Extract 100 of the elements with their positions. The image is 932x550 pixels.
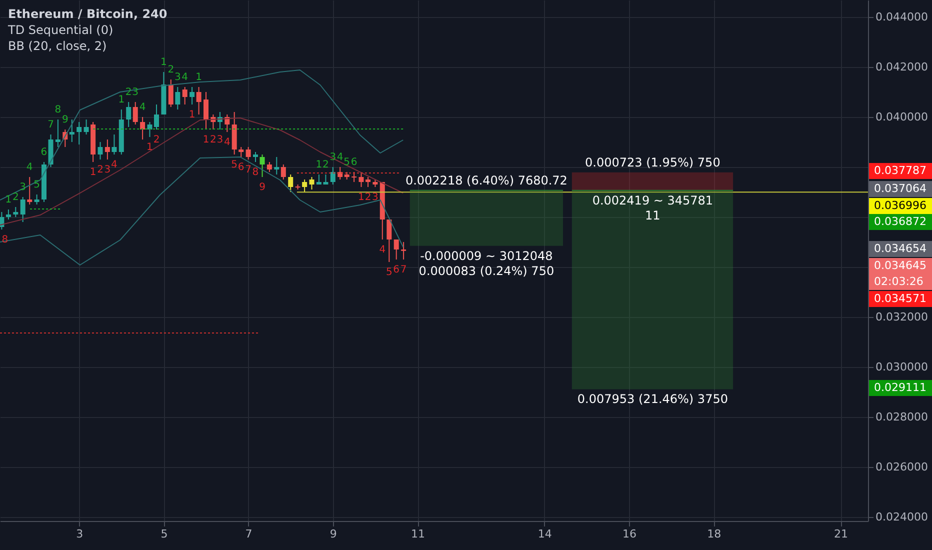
candlestick (168, 79, 174, 108)
x-tick-label: 5 (160, 528, 168, 540)
annotation: 2 (97, 164, 104, 176)
candlestick (252, 152, 258, 162)
annotation: 4 (139, 102, 146, 113)
annotation: 2 (364, 192, 372, 203)
candlestick (401, 242, 406, 260)
candlestick (274, 156, 280, 175)
annotation: 4 (336, 152, 344, 163)
annotation: 6 (393, 264, 400, 276)
candlestick (204, 92, 208, 130)
annotation: 1 (196, 72, 202, 83)
x-tick-label: 9 (330, 528, 337, 540)
y-tick-label: 0.032000 (876, 310, 928, 324)
candlestick (76, 122, 82, 145)
candlestick (55, 119, 60, 148)
candlestick (175, 86, 180, 110)
candlestick (104, 139, 110, 160)
annotation: 1 (146, 142, 153, 153)
annotation: 11 (645, 208, 660, 222)
text: 0.034571 (874, 292, 926, 305)
candlestick (280, 164, 286, 180)
annotation: 1 (316, 160, 322, 170)
x-tick-label: 7 (245, 528, 252, 540)
x-tick-label: 14 (538, 528, 552, 540)
annotation: 8 (54, 104, 62, 116)
text: Ethereum / Bitcoin, 240 (8, 7, 168, 21)
annotation: 8 (2, 234, 8, 246)
candlestick (154, 104, 160, 130)
annotation: 4 (379, 244, 386, 256)
candlestick (190, 86, 195, 105)
x-tick-label: 3 (76, 528, 84, 540)
annotation: 6 (238, 162, 244, 173)
x-tick-label: 16 (622, 528, 637, 540)
candlestick (238, 146, 244, 158)
candlestick (288, 174, 294, 192)
annotation: 1 (5, 194, 12, 206)
annotation: 2 (12, 192, 19, 203)
candlestick (260, 154, 265, 178)
candlestick (302, 179, 308, 192)
annotation: 0.000723 (1.95%) 750 (585, 155, 720, 170)
annotation: 1 (188, 110, 196, 120)
annotation: 2 (210, 134, 216, 146)
text: 0.036996 (874, 199, 926, 212)
annotation: 4 (26, 162, 33, 173)
candlestick (69, 119, 74, 142)
annotation: 7 (400, 264, 407, 276)
annotation: 1 (160, 57, 167, 68)
text: 0.036872 (874, 215, 926, 228)
candlestick (27, 176, 32, 205)
candlestick (366, 176, 371, 188)
annotation: 2 (322, 160, 329, 170)
candlestick (309, 176, 314, 190)
annotation: 7 (48, 120, 54, 130)
annotation: 4 (224, 137, 230, 148)
y-tick-label: 0.028000 (876, 410, 928, 424)
y-tick-label: 0.030000 (876, 360, 928, 374)
annotation: 4 (182, 72, 188, 83)
annotation: 1 (202, 134, 210, 146)
candlestick (147, 122, 152, 138)
x-tick-label: 11 (411, 528, 426, 540)
annotation: 1 (90, 167, 96, 178)
candlestick (196, 86, 202, 115)
text: 0.034645 (874, 259, 926, 272)
annotation: 4 (111, 160, 118, 170)
annotation: BB (20, close, 2) (8, 39, 107, 53)
y-tick-label: 0.042000 (876, 60, 928, 74)
annotation: 0.000083 (0.24%) 750 (418, 264, 554, 278)
y-tick-label: 0.024000 (876, 510, 928, 524)
annotation: 6 (40, 147, 48, 158)
candlestick (386, 219, 392, 262)
candlestick (84, 119, 89, 135)
annotation: 3 (372, 192, 378, 203)
candlestick (6, 209, 11, 220)
text: 0.037064 (874, 182, 926, 195)
candlestick (126, 102, 132, 128)
candlestick (352, 172, 357, 182)
candlestick (112, 134, 117, 155)
candlestick (394, 239, 399, 260)
candlestick (20, 196, 26, 222)
annotation: 3 (132, 87, 139, 98)
text: 0.034654 (874, 242, 926, 255)
annotation: 8 (252, 167, 259, 178)
annotation: 9 (259, 182, 266, 193)
candlestick (266, 162, 272, 172)
candlestick (132, 102, 138, 125)
y-tick-label: 0.040000 (876, 110, 928, 124)
candlestick (358, 172, 364, 188)
annotation: 0.002218 (6.40%) 7680.72 (405, 173, 568, 188)
x-tick-label: 21 (834, 528, 848, 540)
annotation: 6 (350, 157, 358, 168)
annotation: 1 (358, 192, 364, 203)
annotation: 0.007953 (21.46%) 3750 (577, 392, 728, 406)
candlestick (246, 146, 251, 160)
annotation: 7 (245, 164, 252, 176)
annotation: 5 (231, 160, 238, 170)
annotation: -0.000009 ~ 3012048 (420, 248, 553, 263)
text: 0.037787 (874, 164, 926, 177)
annotation: 5 (386, 267, 392, 278)
annotation: 3 (174, 72, 181, 83)
